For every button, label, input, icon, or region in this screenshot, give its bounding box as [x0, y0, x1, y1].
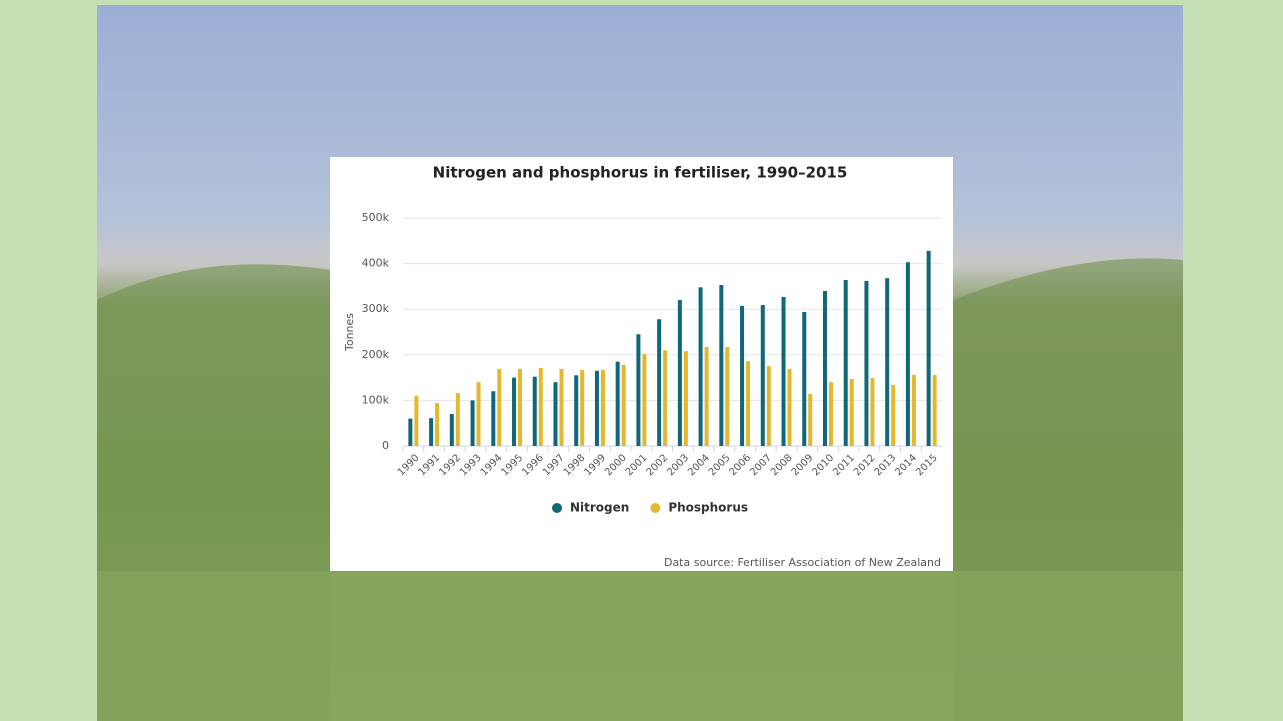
- bar: [553, 382, 558, 446]
- field: [97, 571, 1183, 721]
- bar: [642, 353, 647, 446]
- bar: [538, 368, 543, 446]
- bar: [911, 374, 916, 446]
- bar: [429, 418, 434, 446]
- legend-label: Nitrogen: [570, 501, 629, 515]
- bar: [905, 262, 910, 446]
- bar: [408, 418, 413, 446]
- y-tick-label: 400k: [362, 257, 390, 270]
- bar: [615, 361, 620, 446]
- bar: [932, 374, 937, 446]
- bar: [766, 366, 771, 446]
- y-axis-label: Tonnes: [343, 313, 356, 352]
- bar: [849, 378, 854, 446]
- y-tick-label: 200k: [362, 348, 390, 361]
- chart-panel: [330, 157, 953, 571]
- bar: [518, 368, 523, 446]
- bar: [532, 376, 537, 446]
- bar: [843, 280, 848, 446]
- bar: [822, 290, 827, 446]
- bar: [746, 361, 751, 446]
- bar: [594, 370, 599, 446]
- legend-marker: [650, 503, 661, 513]
- legend-marker: [552, 503, 562, 513]
- bar: [512, 377, 517, 446]
- bar: [802, 311, 807, 446]
- bar: [725, 347, 730, 446]
- bar: [828, 382, 833, 446]
- bar: [719, 285, 724, 446]
- bar: [449, 414, 454, 446]
- bar: [677, 300, 682, 446]
- bar: [657, 319, 662, 446]
- y-tick-label: 300k: [362, 302, 390, 315]
- bar: [621, 364, 626, 446]
- bar: [870, 378, 875, 446]
- chart-title: Nitrogen and phosphorus in fertiliser, 1…: [433, 164, 848, 182]
- y-tick-label: 100k: [362, 393, 390, 406]
- bar: [636, 334, 641, 446]
- bar: [683, 351, 688, 446]
- bar: [891, 384, 896, 446]
- bar: [414, 395, 419, 446]
- bar: [476, 382, 481, 446]
- bar: [574, 375, 579, 446]
- bar: [760, 305, 765, 446]
- legend-label: Phosphorus: [668, 501, 748, 515]
- y-tick-label: 500k: [362, 211, 390, 224]
- bar: [559, 368, 564, 446]
- bar: [435, 403, 440, 446]
- bar: [781, 296, 786, 446]
- bar: [864, 280, 869, 446]
- bar: [663, 350, 668, 446]
- source-note: Data source: Fertiliser Association of N…: [664, 556, 941, 569]
- bar: [698, 287, 703, 446]
- bar: [926, 250, 931, 446]
- bar: [455, 393, 460, 446]
- bar: [704, 347, 709, 446]
- bar: [580, 369, 585, 446]
- bar: [491, 391, 496, 446]
- bar: [787, 368, 792, 446]
- bar: [808, 394, 813, 446]
- bar: [885, 278, 890, 446]
- bar: [497, 368, 502, 446]
- bar: [600, 369, 605, 446]
- y-tick-label: 0: [382, 439, 389, 452]
- bar: [470, 400, 475, 446]
- bar: [740, 306, 745, 446]
